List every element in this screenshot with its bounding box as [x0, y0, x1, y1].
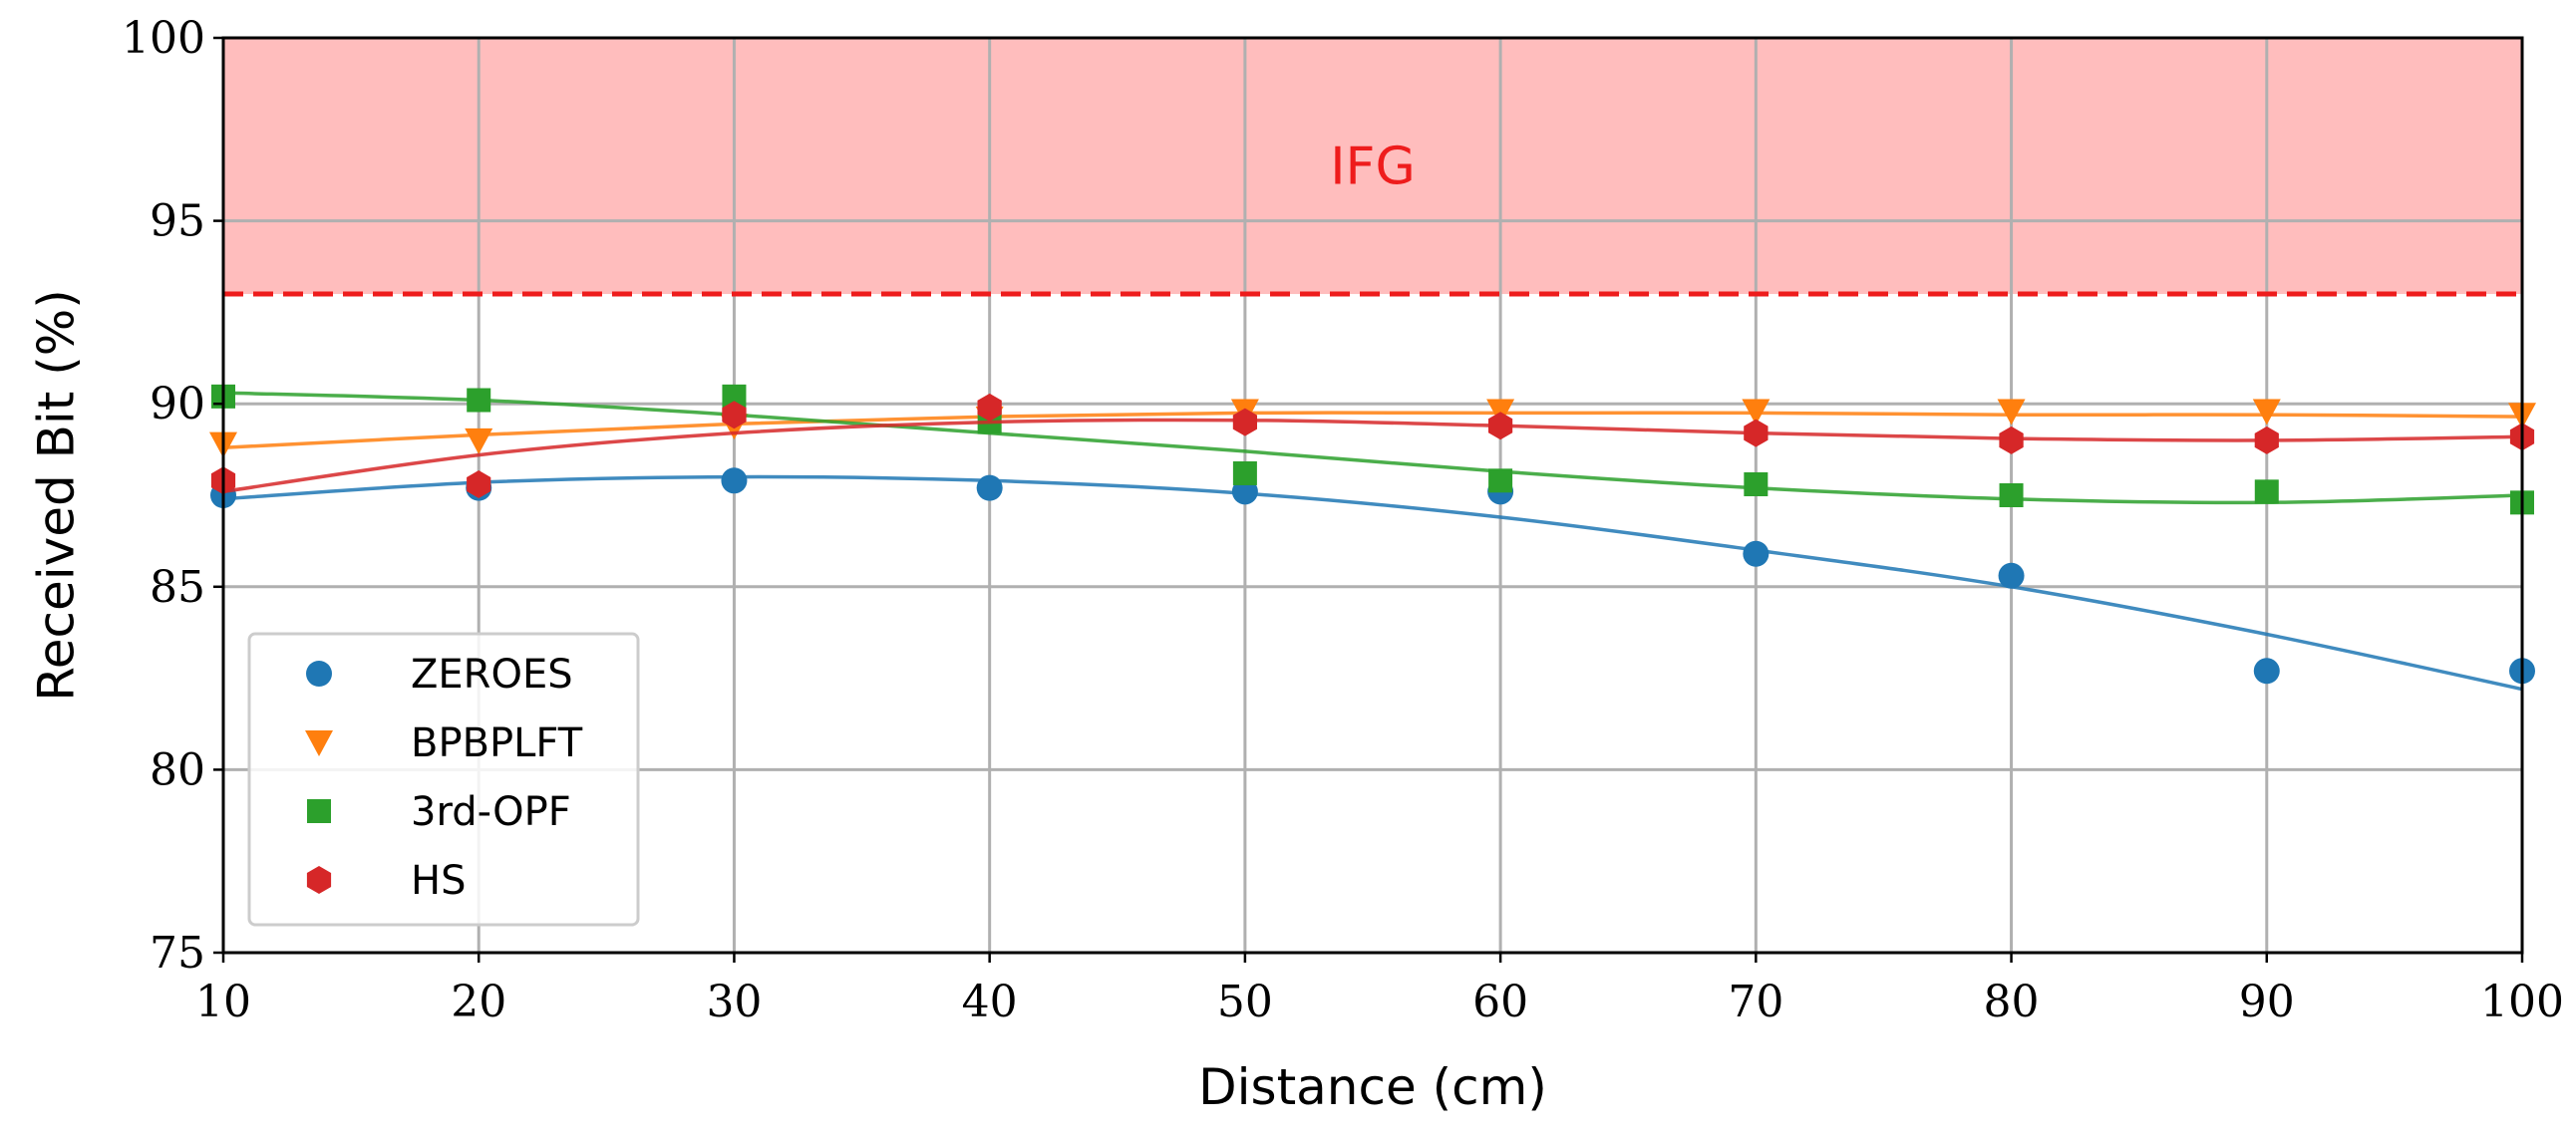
- data-point: [722, 401, 747, 429]
- legend-item: ZEROES: [306, 652, 573, 698]
- data-point: [2254, 479, 2279, 504]
- legend-label: ZEROES: [411, 652, 573, 698]
- x-tick-label: 90: [2239, 977, 2295, 1027]
- x-tick-label: 70: [1728, 977, 1783, 1027]
- ifg-label: IFG: [1330, 138, 1416, 197]
- legend-marker: [306, 866, 332, 894]
- data-point: [2254, 426, 2279, 454]
- x-tick-label: 50: [1217, 977, 1273, 1027]
- data-point: [1742, 399, 1771, 426]
- legend-item: 3rd-OPF: [307, 789, 571, 835]
- legend-label: 3rd-OPF: [411, 789, 571, 835]
- x-tick-label: 10: [195, 977, 251, 1027]
- legend: ZEROES BPBPLFT 3rd-OPF HS: [247, 632, 640, 927]
- data-point: [2252, 399, 2281, 426]
- fit-line: [222, 474, 2523, 692]
- legend-label: BPBPLFT: [411, 720, 583, 766]
- x-tick-label: 80: [1984, 977, 2040, 1027]
- x-tick-label: 20: [451, 977, 506, 1027]
- y-tick-label: 95: [150, 196, 205, 247]
- legend-box: [247, 632, 640, 927]
- fit-line: [222, 411, 2523, 450]
- x-tick-label: 60: [1472, 977, 1528, 1027]
- x-tick-label: 40: [962, 977, 1018, 1027]
- fit-line: [222, 391, 2523, 505]
- data-point: [467, 388, 491, 413]
- data-point: [1999, 426, 2024, 454]
- data-point: [1488, 468, 1513, 493]
- legend-item: HS: [306, 858, 466, 904]
- legend-item: BPBPLFT: [305, 720, 583, 766]
- data-point: [1743, 540, 1770, 567]
- fit-line: [222, 418, 2523, 494]
- data-point: [976, 474, 1003, 501]
- data-point: [1488, 412, 1513, 440]
- tick-layer: 10 20 30 40 50 60 70 80 90 100 75 80 85 90 95 100: [122, 13, 2564, 1027]
- plot-frame: [221, 36, 2524, 955]
- data-point: [1232, 408, 1257, 436]
- data-point: [1232, 460, 1257, 485]
- data-point: [1999, 483, 2024, 507]
- data-point: [1744, 419, 1769, 447]
- x-tick-label: 100: [2480, 977, 2564, 1027]
- y-tick-label: 80: [150, 744, 205, 795]
- y-tick-label: 100: [122, 13, 205, 64]
- x-axis-label: Distance (cm): [1198, 1058, 1547, 1116]
- data-point: [1998, 562, 2025, 589]
- data-point: [2253, 658, 2280, 685]
- legend-marker: [306, 661, 332, 687]
- y-tick-label: 90: [150, 379, 205, 429]
- y-tick-label: 75: [150, 928, 205, 979]
- data-point: [1997, 399, 2026, 426]
- ifg-band-layer: [223, 38, 2522, 295]
- legend-marker: [305, 730, 333, 756]
- data-point: [977, 393, 1002, 422]
- ifg-band: [223, 38, 2522, 295]
- y-tick-label: 85: [150, 562, 205, 613]
- data-point: [721, 467, 748, 494]
- x-tick-label: 30: [706, 977, 762, 1027]
- data-point: [1744, 471, 1769, 496]
- legend-marker: [307, 799, 331, 823]
- data-point: [465, 427, 493, 454]
- legend-label: HS: [411, 858, 466, 904]
- y-axis-label: Received Bit (%): [28, 289, 86, 702]
- data-point: [467, 470, 491, 498]
